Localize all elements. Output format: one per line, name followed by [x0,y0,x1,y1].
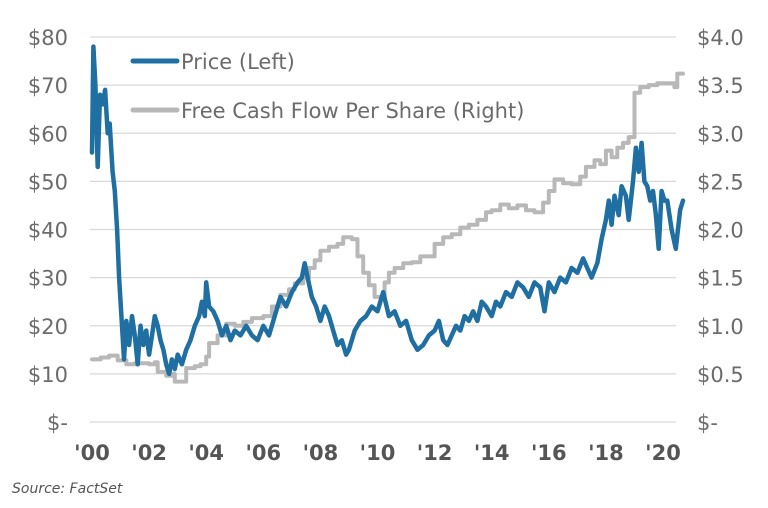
right-axis-tick-label: $1.0 [697,315,744,339]
left-axis-tick-label: $60 [28,122,68,146]
legend: Price (Left) Free Cash Flow Per Share (R… [130,50,524,123]
x-axis-tick-label: '02 [131,441,167,465]
source-note: Source: FactSet [12,481,123,497]
x-axis-tick-label: '20 [645,441,681,465]
left-axis-tick-label: $70 [28,74,68,98]
x-axis-ticks: '00 '02 '04 '06 '08 '10 '12 '14 '16 '18 '20 [74,441,681,465]
left-axis-tick-label: $50 [28,170,68,194]
right-axis-tick-label: $3.0 [697,122,744,146]
left-axis-tick-label: $80 [28,26,68,50]
left-axis-tick-label: $- [47,411,68,435]
right-axis-tick-label: $3.5 [697,74,744,98]
x-axis-tick-label: '10 [360,441,396,465]
x-axis-tick-label: '06 [245,441,281,465]
right-axis-ticks: $- $0.5 $1.0 $1.5 $2.0 $2.5 $3.0 $3.5 $4.0 [697,26,744,435]
left-axis-tick-label: $30 [28,267,68,291]
x-axis-tick-label: '12 [417,441,453,465]
legend-label-price: Price (Left) [181,50,295,74]
right-axis-tick-label: $1.5 [697,267,744,291]
fcf-per-share-line [90,71,685,384]
legend-label-fcf: Free Cash Flow Per Share (Right) [181,99,524,123]
right-axis-tick-label: $4.0 [697,26,744,50]
right-axis-tick-label: $0.5 [697,363,744,387]
left-axis-tick-label: $20 [28,315,68,339]
x-axis-tick-label: '14 [474,441,510,465]
x-axis-tick-label: '00 [74,441,110,465]
left-axis-tick-label: $10 [28,363,68,387]
right-axis-tick-label: $- [697,411,718,435]
left-axis-ticks: $- $10 $20 $30 $40 $50 $60 $70 $80 [28,26,68,435]
x-axis-tick-label: '04 [188,441,224,465]
x-axis-tick-label: '08 [303,441,339,465]
series [89,44,686,384]
right-axis-tick-label: $2.5 [697,170,744,194]
x-axis-tick-label: '18 [588,441,624,465]
x-axis-tick-label: '16 [531,441,567,465]
right-axis-tick-label: $2.0 [697,219,744,243]
left-axis-tick-label: $40 [28,219,68,243]
price-line [89,44,686,377]
